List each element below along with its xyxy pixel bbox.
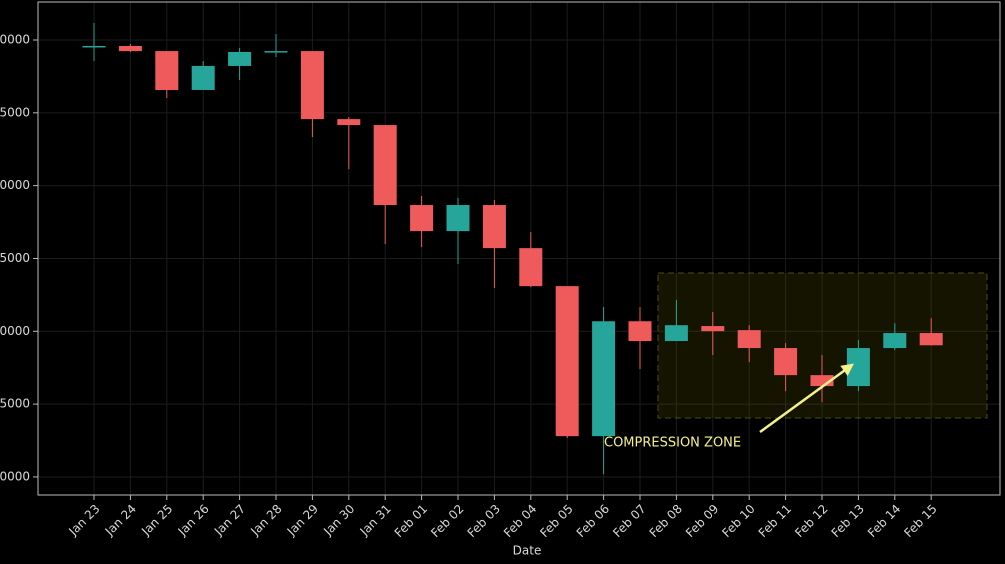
candle-body — [519, 248, 543, 287]
candle-body — [482, 205, 506, 249]
plot-frame — [37, 1, 1001, 496]
candle-body — [155, 51, 179, 90]
candle-body — [228, 51, 252, 66]
y-tick-label: 95000 — [0, 105, 30, 119]
candle-body — [774, 348, 798, 376]
y-tick-label: 85000 — [0, 251, 30, 265]
candle-body — [701, 326, 725, 332]
x-axis-label: Date — [513, 544, 542, 558]
candle-body — [191, 65, 215, 90]
candle-body — [919, 333, 943, 346]
candle-body — [592, 321, 616, 437]
candle-body — [337, 119, 361, 126]
candle-body — [300, 51, 324, 120]
candle-body — [628, 321, 652, 342]
candle-body — [555, 286, 579, 437]
y-tick-label: 90000 — [0, 178, 30, 192]
candle-body — [264, 51, 288, 53]
candle-body — [410, 205, 434, 232]
candle-body — [446, 205, 470, 232]
candle-body — [82, 45, 106, 48]
y-tick-label: 100000 — [0, 33, 30, 47]
candle-body — [118, 45, 142, 52]
candle-body — [883, 333, 907, 349]
y-tick-label: 70000 — [0, 469, 30, 483]
candle-body — [810, 375, 834, 387]
annotation: COMPRESSION ZONE — [604, 436, 741, 451]
candle-body — [664, 325, 688, 342]
candle-body — [846, 348, 870, 387]
candle-body — [373, 125, 397, 206]
y-tick-label: 80000 — [0, 324, 30, 338]
y-tick-label: 75000 — [0, 397, 30, 411]
annotation-arrow — [759, 363, 855, 434]
candle-body — [737, 330, 761, 349]
